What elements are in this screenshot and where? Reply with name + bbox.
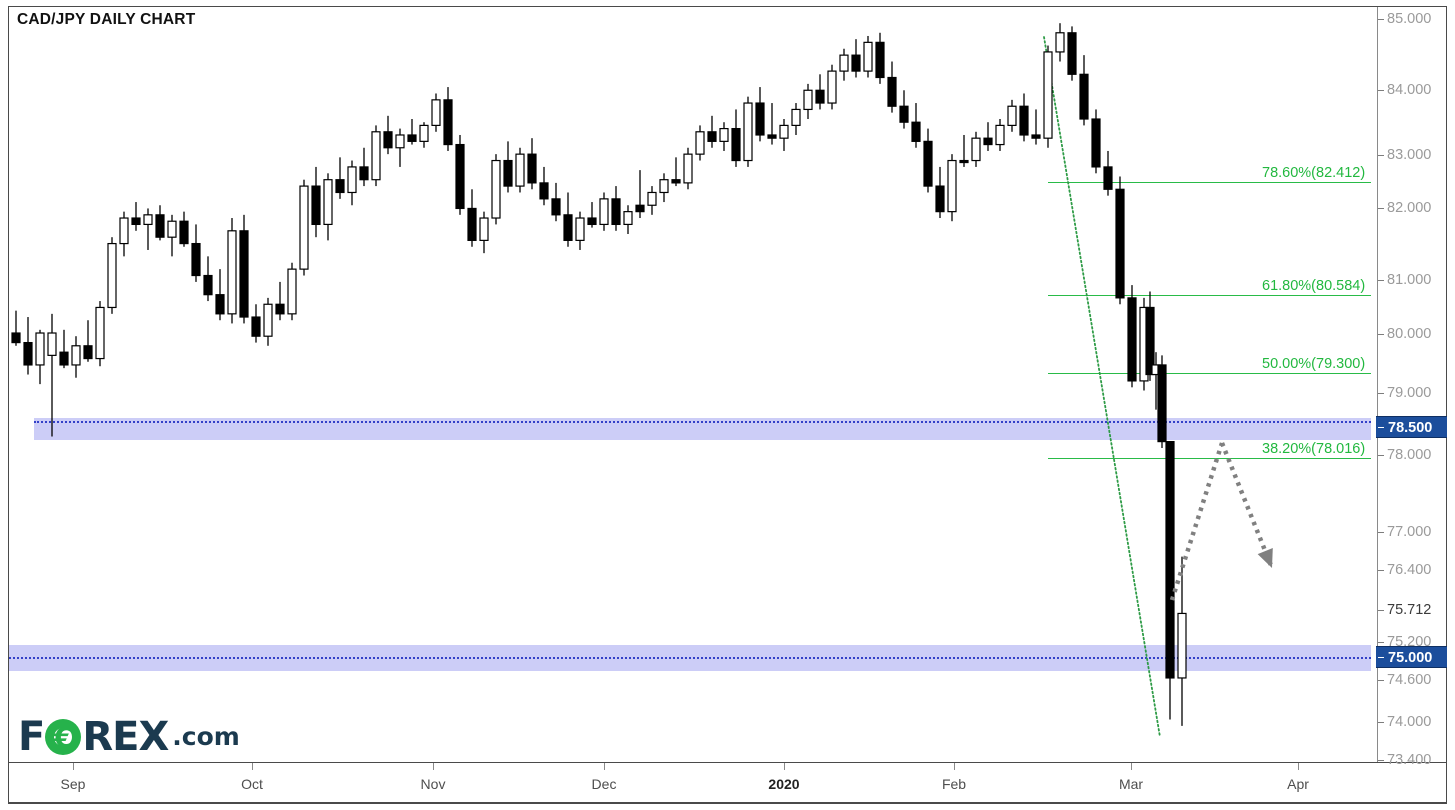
price-tick-label: 81.000 — [1387, 272, 1432, 288]
time-tick-label: Nov — [420, 776, 446, 792]
price-tick-label: 79.000 — [1387, 385, 1432, 401]
page-title: CAD/JPY DAILY CHART — [17, 11, 196, 28]
time-tick-label: 2020 — [768, 776, 800, 792]
logo-letters-rex: REX — [82, 714, 169, 760]
tick-mark — [954, 763, 955, 770]
price-tick-label: 83.000 — [1387, 147, 1432, 163]
axis-divider — [1377, 7, 1378, 762]
price-tick-label: 75.712 — [1387, 602, 1432, 618]
tick-mark — [1378, 642, 1384, 643]
resistance-zone-78500[interactable] — [34, 418, 1371, 440]
tick-mark — [1378, 680, 1384, 681]
time-axis-bottom-border — [9, 802, 1447, 803]
fib-level-line[interactable] — [1048, 373, 1371, 374]
price-tick-label: 73.400 — [1387, 752, 1432, 768]
tick-mark — [252, 763, 253, 770]
time-tick-label: Apr — [1287, 776, 1309, 792]
badge-tick-mark — [1378, 657, 1384, 658]
price-tick-label: 85.000 — [1387, 11, 1432, 27]
fib-level-label: 50.00%(79.300) — [1262, 356, 1366, 372]
time-tick-label: Mar — [1118, 776, 1144, 792]
time-tick-label: Feb — [941, 776, 967, 792]
time-axis-divider — [9, 762, 1447, 763]
candlestick-series — [11, 23, 1187, 726]
price-level-badge[interactable]: 75.000 — [1376, 646, 1447, 668]
resistance-zone-78500-line — [34, 421, 1371, 423]
fib-level-label: 78.60%(82.412) — [1262, 165, 1366, 181]
tick-mark — [1298, 763, 1299, 770]
tick-mark — [1131, 763, 1132, 770]
tick-mark — [604, 763, 605, 770]
tick-mark — [1378, 610, 1384, 611]
tick-mark — [1378, 722, 1384, 723]
euro-symbol-icon: € — [53, 721, 74, 754]
price-tick-label: 82.000 — [1387, 200, 1432, 216]
forex-com-logo: F € REX .com — [18, 716, 240, 758]
fib-level-line[interactable] — [1048, 295, 1371, 296]
tick-mark — [1378, 570, 1384, 571]
price-tick-label: 78.000 — [1387, 447, 1432, 463]
tick-mark — [1378, 90, 1384, 91]
time-tick-label: Oct — [241, 776, 263, 792]
price-level-badge[interactable]: 78.500 — [1376, 416, 1447, 438]
tick-mark — [1378, 393, 1384, 394]
tick-mark — [784, 763, 785, 770]
tick-mark — [1378, 532, 1384, 533]
tick-mark — [433, 763, 434, 770]
tick-mark — [1378, 280, 1384, 281]
fib-level-label: 38.20%(78.016) — [1262, 441, 1366, 457]
tick-mark — [1378, 19, 1384, 20]
time-tick-label: Dec — [591, 776, 617, 792]
price-tick-label: 77.000 — [1387, 524, 1432, 540]
badge-tick-mark — [1378, 427, 1384, 428]
fib-level-line[interactable] — [1048, 182, 1371, 183]
price-tick-label: 80.000 — [1387, 326, 1432, 342]
tick-mark — [1378, 208, 1384, 209]
downtrend-line — [1043, 36, 1161, 738]
support-zone-75000-line — [9, 657, 1371, 659]
tick-mark — [1378, 760, 1384, 761]
time-axis[interactable]: Sep Oct Nov Dec 2020 Feb Mar Apr — [9, 763, 1447, 803]
price-axis[interactable]: 85.000 84.000 83.000 82.000 81.000 80.000 79.0… — [1376, 7, 1447, 768]
tick-mark — [73, 763, 74, 770]
logo-o-icon: € — [45, 719, 82, 755]
tick-mark — [1378, 155, 1384, 156]
fib-level-label: 61.80%(80.584) — [1262, 278, 1366, 294]
price-tick-label: 74.600 — [1387, 672, 1432, 688]
price-projection-arrow — [1169, 442, 1275, 601]
chart-frame — [8, 6, 1447, 804]
plot-area[interactable]: 78.60%(82.412) 61.80%(80.584) 50.00%(79.30… — [9, 7, 1371, 762]
tick-mark — [1378, 334, 1384, 335]
logo-letter-f: F — [18, 714, 45, 760]
tick-mark — [1378, 455, 1384, 456]
price-tick-label: 74.000 — [1387, 714, 1432, 730]
price-tick-label: 76.400 — [1387, 562, 1432, 578]
fib-level-line[interactable] — [1048, 458, 1371, 459]
price-tick-label: 84.000 — [1387, 82, 1432, 98]
time-tick-label: Sep — [60, 776, 86, 792]
logo-dotcom: .com — [172, 722, 240, 751]
